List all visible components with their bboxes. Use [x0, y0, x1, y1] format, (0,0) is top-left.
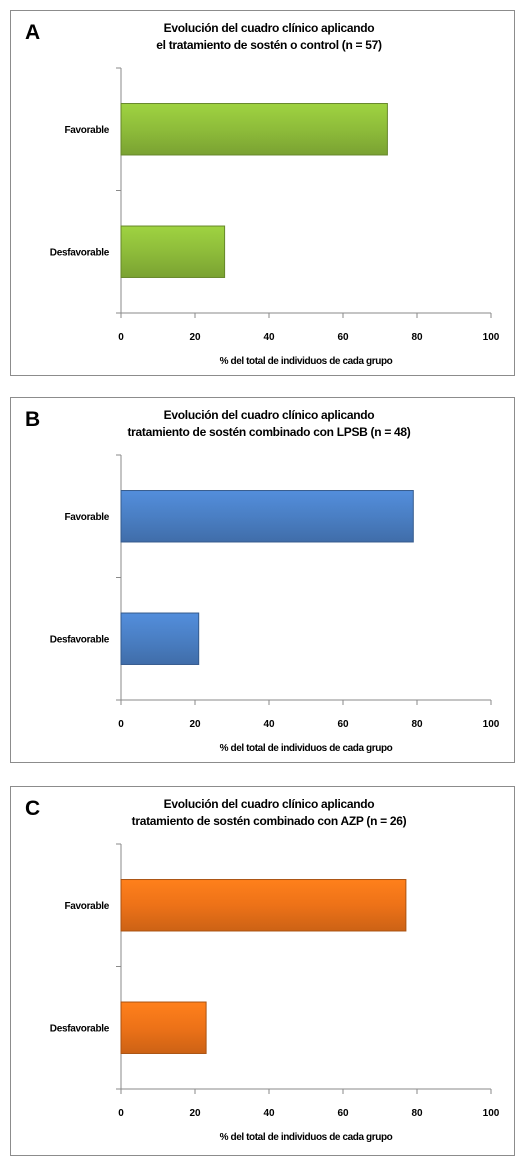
- category-label: Favorable: [64, 125, 109, 136]
- x-tick-label: 40: [263, 1108, 275, 1119]
- category-label: Favorable: [64, 512, 109, 523]
- bar-desfavorable: [120, 1001, 207, 1054]
- x-tick-label: 60: [337, 1108, 349, 1119]
- x-tick-label: 40: [263, 719, 275, 730]
- category-label: Favorable: [64, 901, 109, 912]
- chart-title-line-2: tratamiento de sostén combinado con LPSB…: [127, 425, 410, 439]
- chart-panel-b: B Evolución del cuadro clínico aplicando t…: [10, 397, 515, 763]
- panel-letter-c: C: [25, 797, 40, 820]
- chart-title-line-1: Evolución del cuadro clínico aplicando: [164, 408, 375, 422]
- x-tick-label: 100: [483, 332, 500, 343]
- bar-desfavorable: [120, 225, 226, 278]
- x-axis-label: % del total de individuos de cada grupo: [220, 1132, 393, 1143]
- panel-letter-b: B: [25, 408, 40, 431]
- x-tick-label: 60: [337, 719, 349, 730]
- x-tick-label: 20: [189, 332, 201, 343]
- chart-title-line-2: el tratamiento de sostén o control (n = …: [156, 38, 382, 52]
- chart-svg-a: A Evolución del cuadro clínico aplicando e…: [25, 21, 500, 367]
- x-tick-label: 20: [189, 719, 201, 730]
- category-label: Desfavorable: [50, 634, 110, 645]
- bar-favorable: [120, 490, 414, 543]
- x-axis-label: % del total de individuos de cada grupo: [220, 743, 393, 754]
- category-label: Desfavorable: [50, 1023, 110, 1034]
- x-tick-label: 0: [118, 719, 124, 730]
- chart-svg-c: C Evolución del cuadro clínico aplicando t…: [25, 797, 500, 1143]
- chart-panel-c: C Evolución del cuadro clínico aplicando t…: [10, 786, 515, 1156]
- x-tick-label: 40: [263, 332, 275, 343]
- x-axis-label: % del total de individuos de cada grupo: [220, 356, 393, 367]
- bar-desfavorable: [120, 612, 200, 665]
- bar-favorable: [120, 879, 407, 932]
- x-tick-label: 0: [118, 1108, 124, 1119]
- x-tick-label: 20: [189, 1108, 201, 1119]
- x-tick-label: 80: [411, 1108, 423, 1119]
- chart-panel-a: A Evolución del cuadro clínico aplicando e…: [10, 10, 515, 376]
- x-tick-label: 100: [483, 719, 500, 730]
- chart-title-line-2: tratamiento de sostén combinado con AZP …: [132, 814, 407, 828]
- x-tick-label: 60: [337, 332, 349, 343]
- chart-title-line-1: Evolución del cuadro clínico aplicando: [164, 797, 375, 811]
- chart-title-line-1: Evolución del cuadro clínico aplicando: [164, 21, 375, 35]
- panel-letter-a: A: [25, 21, 40, 44]
- chart-svg-b: B Evolución del cuadro clínico aplicando t…: [25, 408, 500, 754]
- x-tick-label: 0: [118, 332, 124, 343]
- x-tick-label: 80: [411, 719, 423, 730]
- x-tick-label: 80: [411, 332, 423, 343]
- bar-favorable: [120, 103, 388, 156]
- x-tick-label: 100: [483, 1108, 500, 1119]
- category-label: Desfavorable: [50, 247, 110, 258]
